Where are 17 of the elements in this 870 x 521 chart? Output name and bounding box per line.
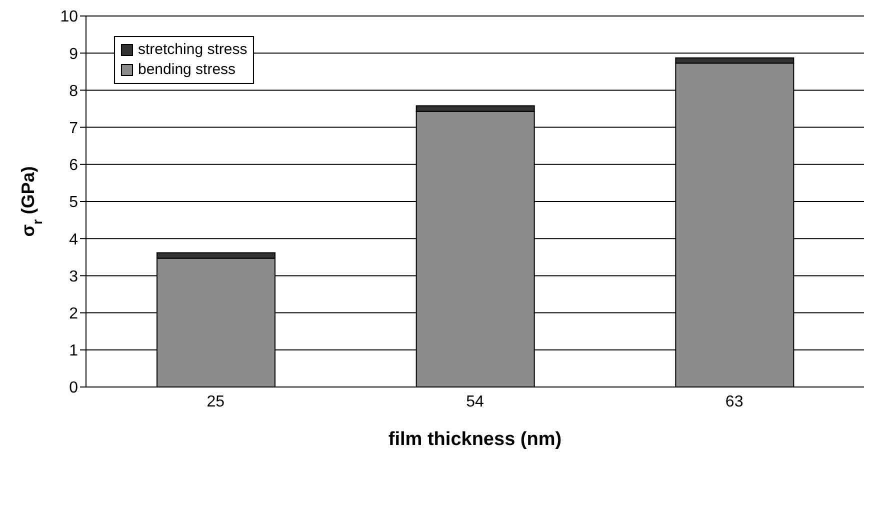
y-tick-label: 8 <box>69 82 78 100</box>
y-tick-label: 5 <box>69 194 78 212</box>
x-tick-label: 25 <box>206 393 225 410</box>
y-tick-label: 10 <box>60 8 78 26</box>
y-tick-label: 9 <box>69 46 78 63</box>
y-tick-label: 2 <box>69 305 78 322</box>
legend-label: bending stress <box>138 60 236 80</box>
y-tick-label: 4 <box>69 231 78 248</box>
y-tick-label: 0 <box>69 380 78 397</box>
x-axis-title: film thickness (nm) <box>388 429 562 450</box>
legend-label: stretching stress <box>138 40 248 60</box>
y-tick-label: 1 <box>69 342 78 360</box>
y-tick-label: 7 <box>69 120 78 137</box>
x-tick-label: 63 <box>725 393 744 410</box>
y-tick-label: 6 <box>69 157 78 174</box>
y-tick-label: 3 <box>69 268 78 286</box>
x-tick-label: 54 <box>466 393 484 410</box>
